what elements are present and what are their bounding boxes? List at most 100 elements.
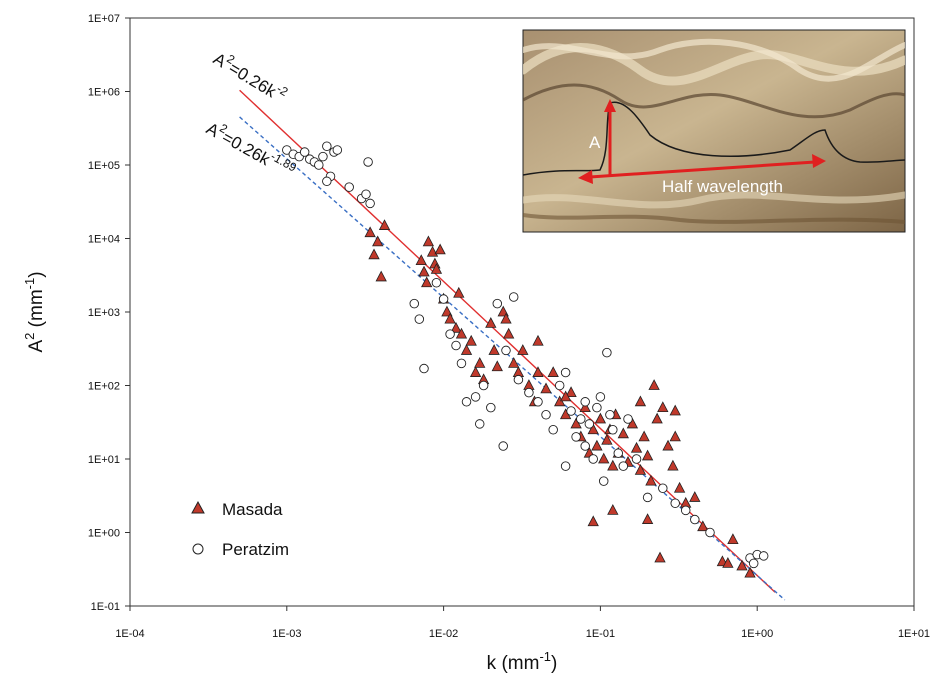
point-peratzim bbox=[602, 347, 612, 358]
point-peratzim bbox=[588, 454, 598, 464]
point-peratzim bbox=[409, 298, 420, 309]
point-masada bbox=[727, 533, 739, 545]
point-masada bbox=[378, 219, 391, 230]
point-peratzim bbox=[580, 441, 590, 451]
point-masada bbox=[689, 491, 701, 502]
point-peratzim bbox=[618, 461, 629, 471]
legend: Masada Peratzim bbox=[191, 500, 289, 559]
point-masada bbox=[364, 226, 376, 238]
point-masada bbox=[532, 366, 544, 377]
point-masada bbox=[444, 312, 456, 324]
y-tick-label: 1E+02 bbox=[88, 381, 120, 393]
point-masada bbox=[648, 379, 660, 390]
point-masada bbox=[453, 286, 465, 298]
point-peratzim bbox=[524, 387, 534, 398]
point-masada bbox=[630, 441, 643, 453]
point-peratzim bbox=[595, 392, 606, 402]
point-masada bbox=[667, 459, 679, 471]
point-peratzim bbox=[548, 425, 558, 435]
point-masada bbox=[559, 390, 572, 402]
legend-label-masada: Masada bbox=[222, 500, 283, 519]
point-masada bbox=[450, 321, 462, 333]
point-masada bbox=[368, 248, 380, 260]
point-masada bbox=[375, 270, 387, 282]
point-peratzim bbox=[365, 198, 375, 209]
point-masada bbox=[500, 312, 512, 324]
x-tick-label: 1E+00 bbox=[741, 628, 773, 640]
point-peratzim bbox=[314, 160, 324, 170]
inset-photo: A Half wavelength bbox=[522, 29, 906, 233]
point-masada bbox=[697, 520, 709, 532]
inset-label-amplitude: A bbox=[589, 133, 601, 152]
legend-marker-masada bbox=[191, 500, 205, 514]
point-peratzim bbox=[492, 298, 503, 309]
point-peratzim bbox=[642, 492, 653, 503]
x-tick-label: 1E+01 bbox=[898, 628, 930, 640]
point-peratzim bbox=[680, 505, 691, 516]
point-masada bbox=[587, 515, 599, 527]
point-masada bbox=[455, 327, 468, 339]
point-peratzim bbox=[608, 425, 618, 435]
point-peratzim bbox=[414, 314, 425, 324]
point-masada bbox=[517, 344, 529, 355]
point-peratzim bbox=[584, 419, 595, 429]
point-peratzim bbox=[576, 414, 586, 424]
point-peratzim bbox=[501, 345, 511, 356]
point-masada bbox=[372, 235, 384, 247]
x-tick-label: 1E-03 bbox=[272, 628, 301, 640]
point-masada bbox=[415, 254, 427, 266]
y-tick-label: 1E+05 bbox=[88, 160, 120, 172]
point-peratzim bbox=[592, 402, 602, 413]
point-masada bbox=[669, 430, 681, 442]
point-masada bbox=[641, 513, 654, 524]
point-peratzim bbox=[486, 402, 496, 413]
point-masada bbox=[634, 464, 647, 475]
point-peratzim bbox=[474, 419, 485, 429]
x-tick-label: 1E-04 bbox=[115, 628, 144, 640]
point-peratzim bbox=[631, 454, 642, 464]
point-peratzim bbox=[560, 461, 571, 471]
point-peratzim bbox=[318, 151, 328, 162]
point-masada bbox=[508, 357, 520, 368]
inset-label-half-wavelength: Half wavelength bbox=[662, 177, 783, 196]
point-masada bbox=[503, 327, 515, 339]
point-masada bbox=[662, 439, 674, 451]
point-peratzim bbox=[461, 397, 472, 407]
point-peratzim bbox=[299, 147, 310, 157]
point-peratzim bbox=[513, 374, 524, 385]
point-peratzim bbox=[438, 294, 449, 304]
x-tick-label: 1E-02 bbox=[429, 628, 458, 640]
point-peratzim bbox=[282, 145, 292, 155]
point-peratzim bbox=[498, 441, 508, 451]
point-peratzim bbox=[456, 358, 467, 369]
point-masada bbox=[607, 459, 619, 471]
point-peratzim bbox=[322, 141, 332, 151]
point-peratzim bbox=[705, 527, 715, 538]
point-peratzim bbox=[560, 367, 571, 378]
point-peratzim bbox=[445, 329, 455, 339]
point-masada bbox=[491, 360, 503, 372]
legend-marker-peratzim bbox=[192, 543, 204, 555]
point-peratzim bbox=[758, 551, 769, 561]
point-peratzim bbox=[322, 176, 332, 187]
point-masada bbox=[422, 235, 435, 247]
point-masada bbox=[736, 559, 748, 571]
point-masada bbox=[565, 386, 577, 398]
point-masada bbox=[485, 317, 497, 328]
point-masada bbox=[617, 427, 629, 439]
point-masada bbox=[722, 557, 734, 568]
point-masada bbox=[579, 401, 591, 413]
point-masada bbox=[744, 566, 756, 578]
point-peratzim bbox=[598, 476, 609, 486]
point-peratzim bbox=[361, 189, 371, 199]
point-masada bbox=[547, 366, 559, 377]
point-masada bbox=[465, 334, 477, 346]
point-peratzim bbox=[554, 380, 565, 391]
point-peratzim bbox=[431, 278, 442, 288]
fit-line-1 bbox=[239, 116, 786, 601]
point-masada bbox=[654, 551, 666, 563]
point-peratzim bbox=[470, 392, 481, 402]
point-peratzim bbox=[478, 380, 489, 391]
point-masada bbox=[594, 412, 607, 424]
